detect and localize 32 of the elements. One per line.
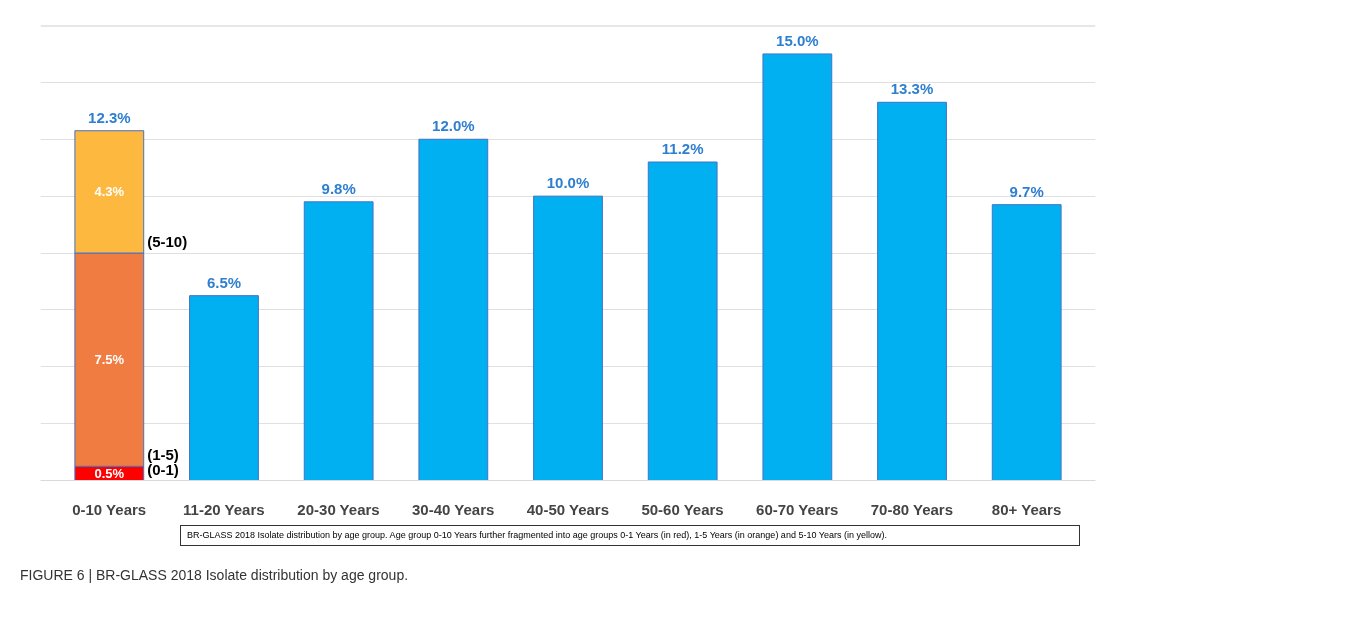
x-tick-label: 11-20 Years	[183, 500, 265, 518]
data-label: 9.7%	[1009, 182, 1044, 200]
bar	[303, 201, 374, 481]
x-tick-label: 0-10 Years	[72, 500, 147, 518]
bar	[877, 101, 947, 481]
x-tick-label: 30-40 Years	[412, 500, 495, 518]
data-label: 0.5%	[94, 465, 125, 481]
bar	[762, 53, 833, 481]
data-label: 13.3%	[890, 80, 934, 98]
x-tick-label: 80+ Years	[991, 500, 1062, 518]
data-label: 4.3%	[94, 184, 125, 200]
bar	[189, 295, 259, 481]
data-label: 15.0%	[776, 31, 819, 49]
data-label: 10.0%	[546, 174, 590, 192]
text: BR-GLASS 2018 Isolate distribution by age group. Age group 0-10 Years further fragmented into age groups 0-1 Years (in red), 1-5 Years (in orange) and 5-10 Years (in yellow).	[187, 529, 887, 542]
data-label: 7.5%	[94, 352, 125, 368]
bar	[533, 195, 603, 481]
caption: FIGURE 6 | BR-GLASS 2018 Isolate distribution by age group.	[20, 565, 409, 585]
x-tick-label: 40-50 Years	[526, 500, 610, 518]
bar	[991, 204, 1062, 481]
x-tick-label: 20-30 Years	[297, 500, 380, 518]
bar	[418, 138, 489, 481]
data-label: 6.5%	[206, 273, 242, 291]
bar	[647, 161, 718, 481]
data-label: 11.2%	[661, 140, 704, 157]
x-tick-label: 50-60 Years	[641, 500, 724, 518]
data-label: 9.8%	[321, 179, 356, 197]
data-label: 12.0%	[432, 117, 475, 135]
x-tick-label: 60-70 Years	[756, 500, 839, 518]
series-label: (5-10)	[147, 233, 188, 250]
total-label: 12.3%	[88, 108, 131, 126]
x-tick-label: 70-80 Years	[870, 500, 954, 518]
